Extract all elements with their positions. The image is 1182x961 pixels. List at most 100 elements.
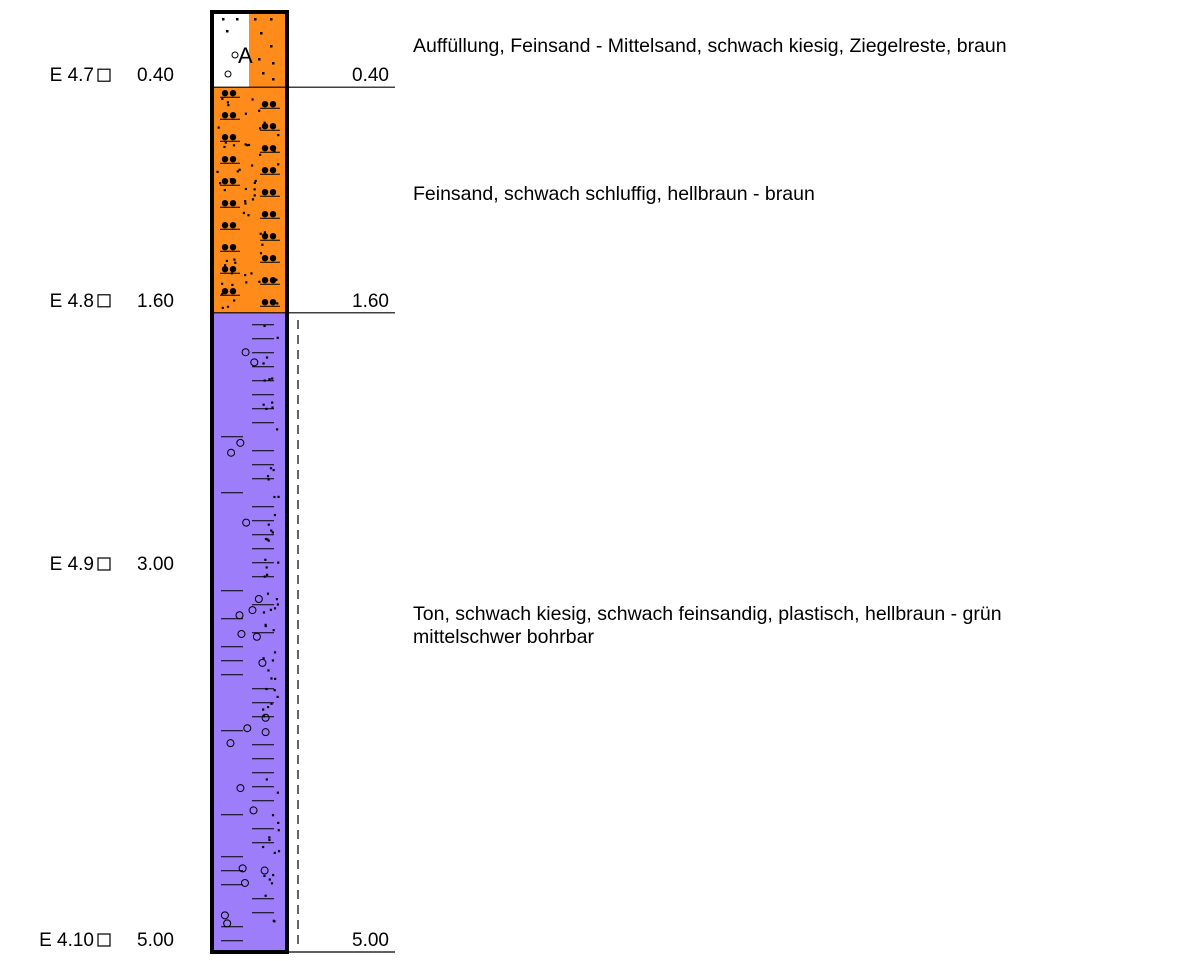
sand-dot [264,233,267,237]
sand-dot [262,845,265,849]
sand-dot [262,403,265,406]
fill-dot-5 [260,32,263,35]
sand-dot [263,874,266,878]
sand-dot [251,98,254,101]
gravel-circle [242,518,251,527]
sand-dot [277,133,280,137]
sand-dot [253,181,256,184]
sand-dot [276,302,279,305]
sand-dot [226,101,229,104]
sand-dot [267,669,270,672]
sand-dot [258,280,261,283]
sand-dot [273,851,276,854]
sand-dot [270,882,274,885]
gravel-circle [236,784,245,793]
silt-dot [229,244,237,251]
sand-dot [230,272,233,275]
sand-dot [272,873,275,877]
gravel-circle [261,713,270,722]
sand-dot [264,624,267,628]
sand-dot [244,143,247,146]
silt-dot [269,145,277,152]
fill-dot-2 [254,18,257,21]
sand-dot [226,305,230,308]
sand-dot [272,919,275,922]
sand-dot [268,836,271,839]
sand-dot [223,145,226,149]
sand-dot [266,573,269,576]
silt-dot [229,266,237,273]
sand-dot [246,144,249,147]
silt-dot [229,156,237,163]
silt-dot [269,211,277,218]
layer-description: Auffüllung, Feinsand - Mittelsand, schwa… [413,35,1007,57]
sand-dot [276,603,279,606]
silt-dot [221,222,229,229]
sand-dot [262,657,265,660]
sand-dot [273,689,276,692]
sand-dot [276,336,279,339]
sand-dot [263,231,267,234]
sand-dot [263,575,266,578]
sand-dot [242,211,246,215]
sand-dot [265,407,268,410]
sand-dot [275,598,279,601]
square-icon [97,933,111,947]
sand-dot [250,272,253,275]
silt-dot [229,90,237,97]
sand-dot [271,659,275,662]
sample-id: E 4.7 [50,65,94,86]
sand-dot [273,607,277,610]
layer-fill-0-right [249,12,287,88]
fill-dot-0 [222,18,225,21]
sand-dot [247,214,250,217]
gravel-circle [243,724,252,733]
sand-dot [265,687,268,691]
sand-dot [271,531,274,534]
sand-dot [264,894,267,897]
silt-dot [261,299,269,306]
sand-dot [272,468,275,472]
silt-dot [261,211,269,218]
fill-dot-4 [226,30,229,33]
silt-dot [261,277,269,284]
sand-dot [271,406,274,409]
gravel-circle [248,606,257,615]
silt-dot [261,189,269,196]
sand-dot [227,103,230,107]
silt-dot [261,145,269,152]
sand-dot [277,495,280,498]
sand-dot [233,258,236,261]
sand-dot [277,821,280,824]
fill-dot-6 [270,45,273,48]
sand-dot [236,170,239,173]
sand-dot [247,143,251,147]
layer-description: mittelschwer bohrbar [413,626,594,648]
sand-dot [270,529,273,532]
sand-dot [253,194,256,197]
boundary-depth-label: 1.60 [352,291,389,312]
boundary-depth-label: 0.40 [352,65,389,86]
sand-dot [277,163,280,166]
sand-dot [261,243,264,246]
sample-depth: 1.60 [137,291,174,312]
silt-dot [229,112,237,119]
silt-dot [261,101,269,108]
sand-dot [221,282,224,285]
fill-symbol: A [238,43,253,68]
sand-dot [276,695,279,699]
gravel-circle [223,919,232,928]
sand-dot [244,200,247,203]
sand-dot [232,144,236,147]
sand-dot [266,475,270,478]
sand-dot [251,164,254,167]
sample-id: E 4.10 [39,930,94,951]
sand-dot [223,188,226,192]
sand-dot [231,283,234,287]
sand-dot [244,202,247,205]
sand-dot [265,356,269,359]
sand-dot [258,153,262,156]
sand-dot [264,558,267,561]
sand-dot [259,252,263,255]
